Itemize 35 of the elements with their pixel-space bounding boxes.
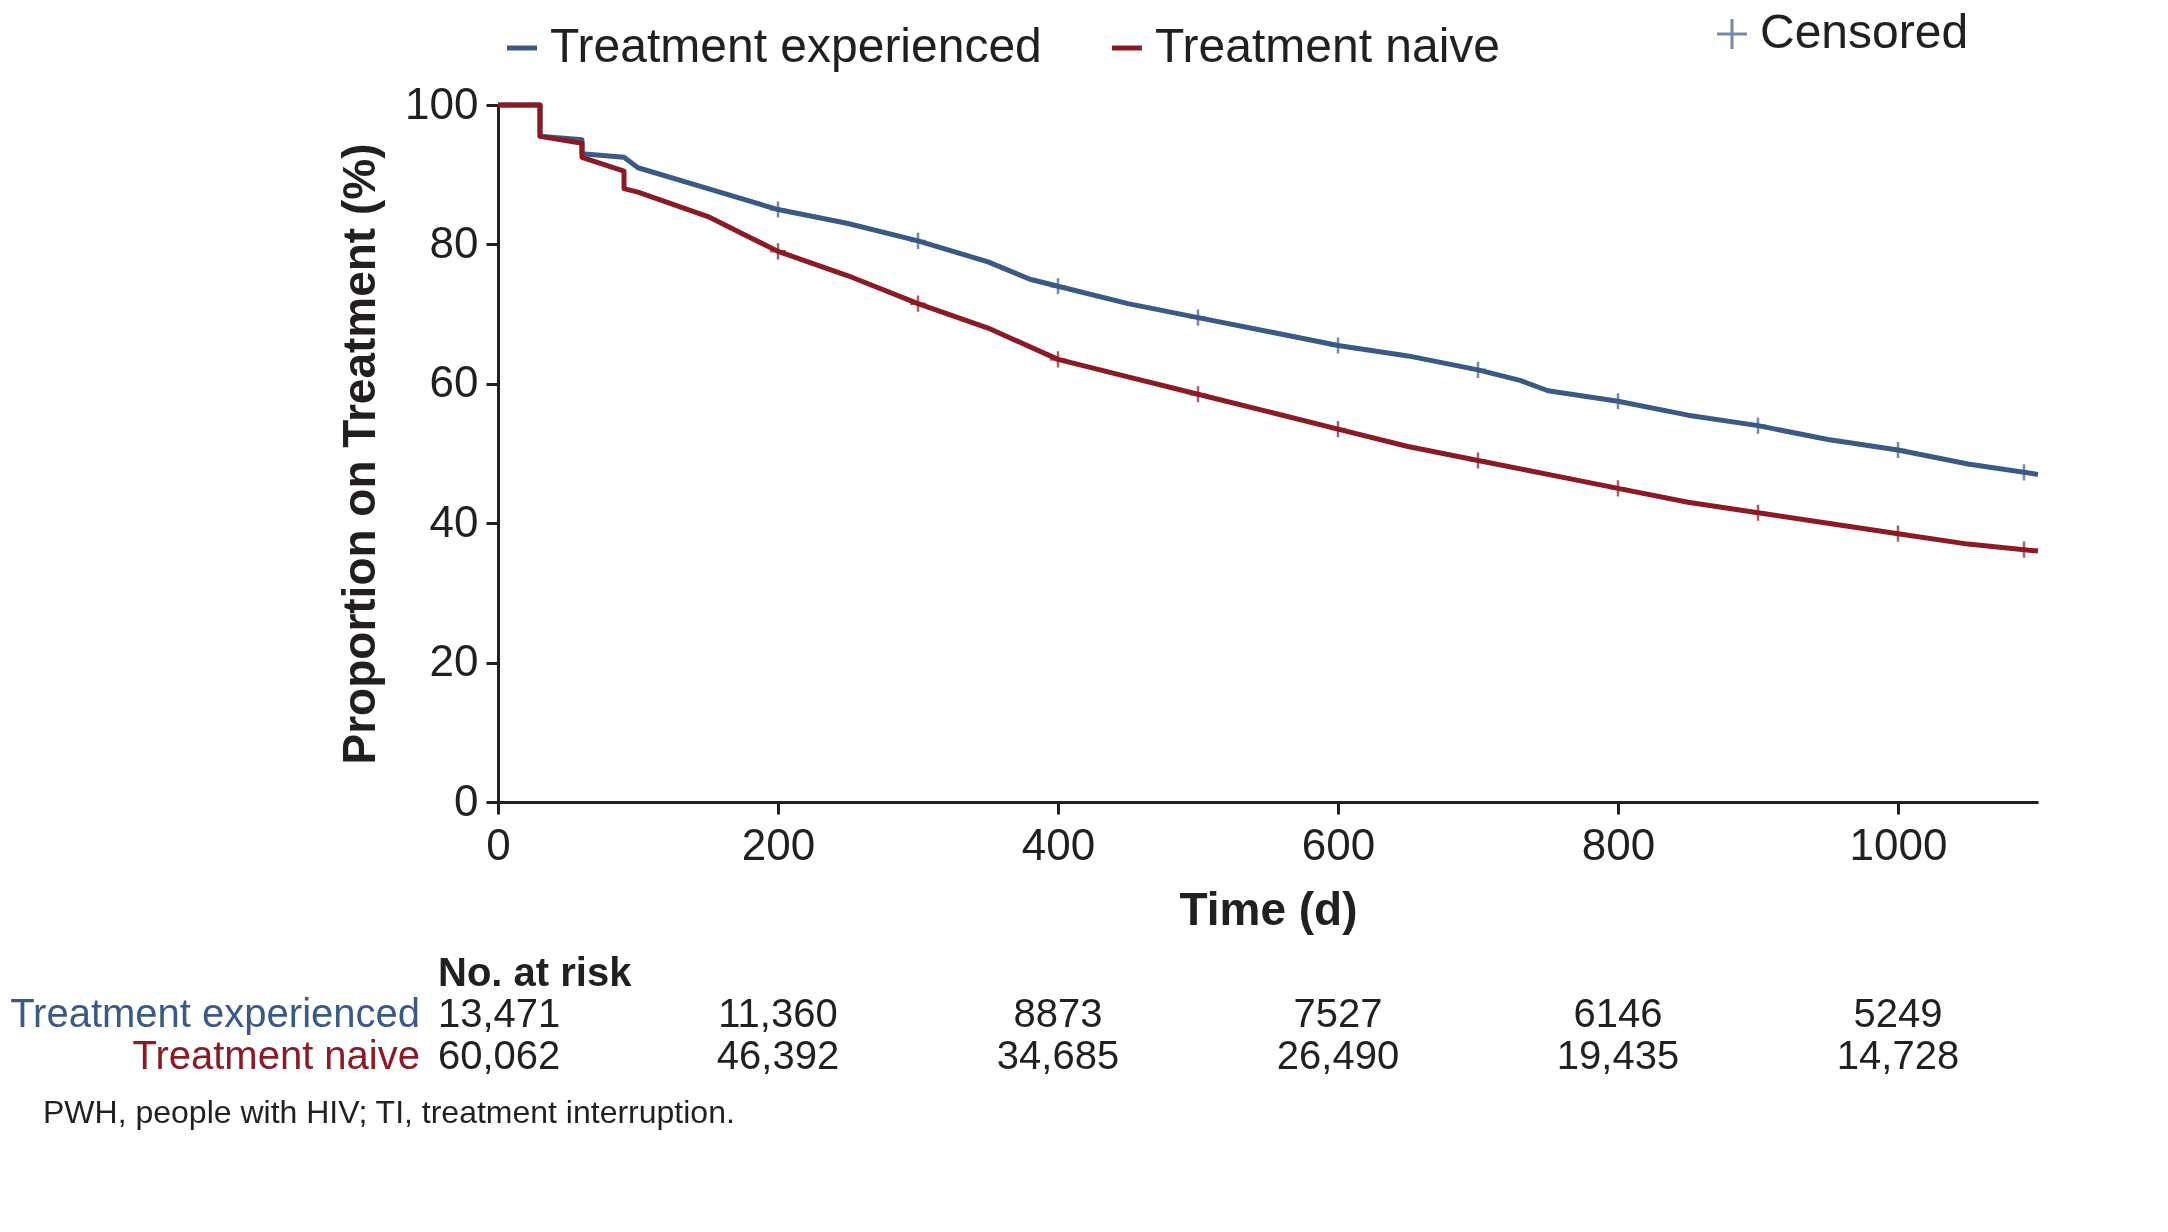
text: PWH, people with HIV; TI, treatment interruption. <box>43 1094 735 1130</box>
x-tick-label: 200 <box>741 819 816 869</box>
point <box>1048 350 1068 369</box>
text: Treatment experienced <box>10 991 420 1036</box>
x-axis-title: Time (d) <box>1179 882 1358 935</box>
point <box>1468 360 1488 380</box>
point <box>1328 336 1348 355</box>
point <box>768 200 788 219</box>
point <box>1328 419 1348 439</box>
point <box>768 242 788 261</box>
point <box>1608 479 1628 498</box>
y-tick-label: 40 <box>429 496 479 546</box>
y-tick-label: 20 <box>429 636 479 686</box>
point <box>1468 451 1488 470</box>
y-tick-label: 60 <box>429 357 479 407</box>
y-tick-label: 0 <box>454 775 479 825</box>
point <box>1888 440 1908 460</box>
legend-label: Treatment experienced <box>550 19 1042 72</box>
point <box>908 294 928 313</box>
point <box>1608 391 1628 411</box>
point <box>1188 384 1208 404</box>
point <box>1188 308 1208 327</box>
legend-label: Censored <box>1760 5 1969 58</box>
legend-label: Treatment naive <box>1155 19 1501 72</box>
y-tick-label: 100 <box>405 78 479 128</box>
x-tick-label: 800 <box>1581 819 1656 869</box>
point <box>908 231 928 251</box>
x-tick-label: 400 <box>1021 819 1096 869</box>
y-tick-label: 80 <box>429 217 479 267</box>
point <box>1048 276 1068 296</box>
y-axis-title: Proportion on Treatment (%) <box>333 143 386 765</box>
x-tick-label: 0 <box>486 819 511 869</box>
x-tick-label: 1000 <box>1849 819 1948 869</box>
x-tick-label: 600 <box>1301 819 1376 869</box>
text: No. at risk <box>438 949 633 994</box>
